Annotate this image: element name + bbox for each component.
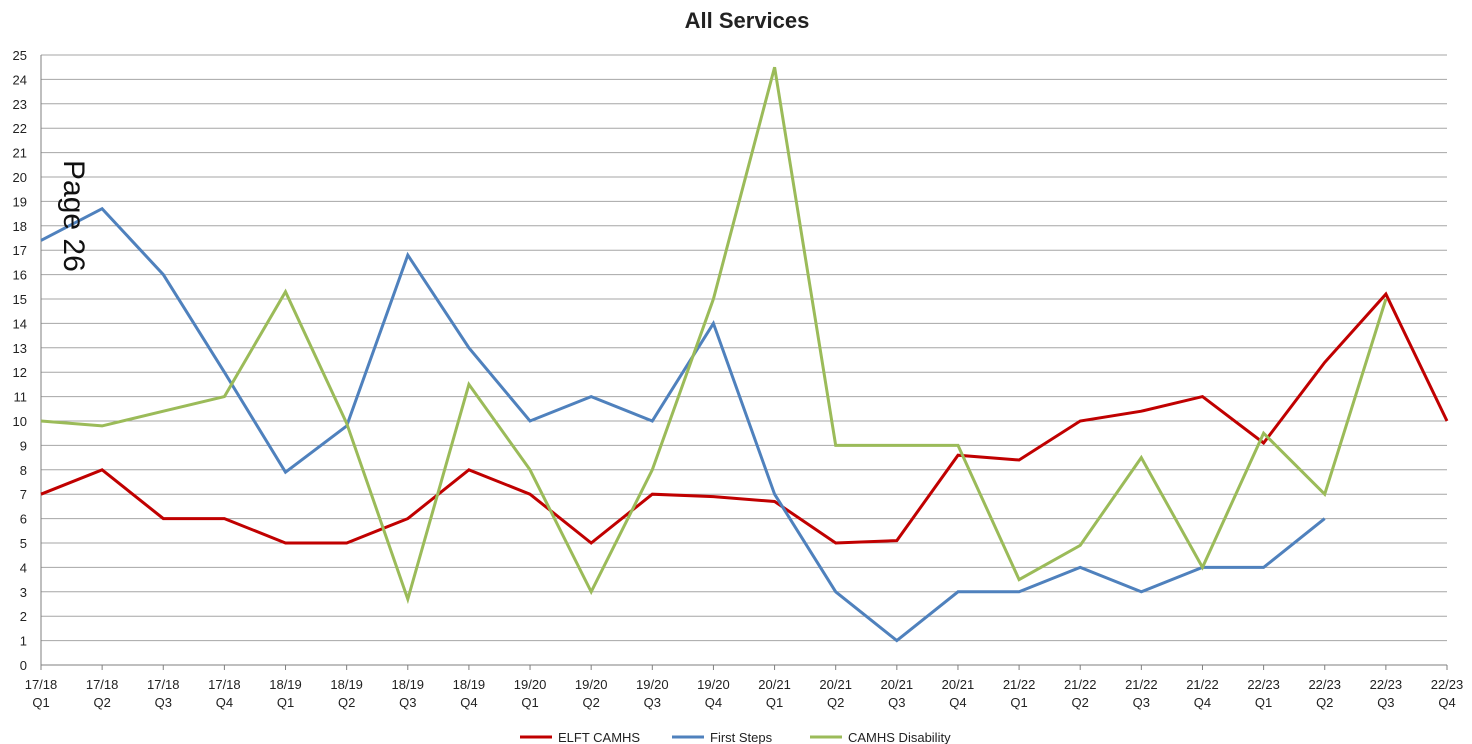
x-tick-label-quarter: Q4 (460, 695, 477, 710)
x-tick-label-quarter: Q2 (338, 695, 355, 710)
page-number-mark: Page 26 (57, 160, 90, 272)
x-tick-label-year: 17/18 (86, 677, 119, 692)
y-tick-label: 11 (14, 390, 28, 405)
x-tick-label-year: 22/23 (1431, 677, 1464, 692)
y-tick-label: 3 (20, 585, 27, 600)
y-tick-label: 0 (20, 658, 27, 673)
x-tick-label-quarter: Q1 (32, 695, 49, 710)
y-tick-label: 9 (20, 438, 27, 453)
x-tick-label-year: 20/21 (881, 677, 914, 692)
x-tick-label-year: 19/20 (636, 677, 669, 692)
x-tick-label-year: 19/20 (575, 677, 608, 692)
y-tick-label: 16 (13, 268, 27, 283)
x-tick-label-quarter: Q4 (705, 695, 722, 710)
x-tick-label-quarter: Q4 (1194, 695, 1211, 710)
grid-lines (41, 54, 1447, 642)
x-tick-label-quarter: Q2 (1316, 695, 1333, 710)
x-tick-label-year: 19/20 (514, 677, 547, 692)
legend: ELFT CAMHS First Steps CAMHS Disability (520, 730, 951, 744)
x-tick-label-quarter: Q1 (521, 695, 538, 710)
x-tick-label-quarter: Q1 (1255, 695, 1272, 710)
x-tick-label-year: 22/23 (1370, 677, 1403, 692)
x-tick-label-year: 20/21 (758, 677, 791, 692)
y-tick-label: 13 (13, 341, 27, 356)
x-tick-label-quarter: Q2 (1072, 695, 1089, 710)
y-tick-label: 24 (13, 72, 27, 87)
x-tick-label-year: 17/18 (208, 677, 241, 692)
x-tick-label-quarter: Q1 (766, 695, 783, 710)
x-tick-label-year: 20/21 (819, 677, 852, 692)
y-tick-label: 4 (20, 560, 27, 575)
y-tick-label: 12 (13, 365, 27, 380)
x-tick-label-year: 20/21 (942, 677, 975, 692)
legend-label: First Steps (710, 730, 773, 744)
x-tick-label-year: 18/19 (330, 677, 363, 692)
x-tick-label-year: 19/20 (697, 677, 730, 692)
x-tick-label-quarter: Q1 (1010, 695, 1027, 710)
y-tick-label: 1 (20, 634, 27, 649)
y-tick-label: 25 (13, 48, 27, 63)
x-tick-label-year: 21/22 (1003, 677, 1036, 692)
y-tick-label: 15 (13, 292, 27, 307)
x-tick-label-quarter: Q3 (644, 695, 661, 710)
x-tick-label-quarter: Q3 (1377, 695, 1394, 710)
axes (40, 55, 1448, 670)
x-tick-label-quarter: Q2 (827, 695, 844, 710)
y-tick-label: 21 (13, 146, 27, 161)
y-tick-label: 10 (13, 414, 27, 429)
y-tick-label: 8 (20, 463, 27, 478)
series-lines (40, 66, 1449, 643)
x-tick-label-year: 22/23 (1308, 677, 1341, 692)
x-tick-label-quarter: Q2 (583, 695, 600, 710)
x-tick-label-year: 21/22 (1064, 677, 1097, 692)
y-axis-ticks: 0123456789101112131415161718192021222324… (13, 48, 27, 673)
x-tick-label-quarter: Q3 (399, 695, 416, 710)
y-tick-label: 23 (13, 97, 27, 112)
x-tick-label-year: 18/19 (453, 677, 486, 692)
x-tick-label-year: 18/19 (392, 677, 425, 692)
x-tick-label-quarter: Q2 (93, 695, 110, 710)
x-tick-label-year: 22/23 (1247, 677, 1280, 692)
x-tick-label-quarter: Q4 (949, 695, 966, 710)
y-tick-label: 17 (13, 243, 27, 258)
y-tick-label: 14 (13, 316, 27, 331)
series-line-2 (40, 66, 1388, 605)
y-tick-label: 20 (13, 170, 27, 185)
y-tick-label: 18 (13, 219, 27, 234)
y-tick-label: 2 (20, 609, 27, 624)
y-tick-label: 19 (13, 194, 27, 209)
x-tick-label-quarter: Q4 (216, 695, 233, 710)
series-line-0 (40, 291, 1449, 545)
x-tick-label-quarter: Q4 (1438, 695, 1455, 710)
x-tick-label-year: 17/18 (147, 677, 180, 692)
legend-label: CAMHS Disability (848, 730, 951, 744)
x-tick-label-quarter: Q3 (155, 695, 172, 710)
x-tick-label-year: 17/18 (25, 677, 58, 692)
x-tick-label-quarter: Q3 (888, 695, 905, 710)
y-tick-label: 5 (20, 536, 27, 551)
x-tick-label-quarter: Q1 (277, 695, 294, 710)
y-tick-label: 6 (20, 512, 27, 527)
x-tick-label-year: 18/19 (269, 677, 302, 692)
chart-title: All Services (685, 8, 810, 33)
y-tick-label: 22 (13, 121, 27, 136)
series-line-1 (40, 206, 1326, 643)
x-tick-label-year: 21/22 (1186, 677, 1219, 692)
x-tick-label-year: 21/22 (1125, 677, 1158, 692)
x-tick-label-quarter: Q3 (1133, 695, 1150, 710)
x-axis-ticks: 17/18 Q1 17/18 Q2 17/18 Q3 17/18 Q4 18/19 Q1 18/19… (25, 677, 1464, 710)
y-tick-label: 7 (20, 487, 27, 502)
legend-label: ELFT CAMHS (558, 730, 640, 744)
